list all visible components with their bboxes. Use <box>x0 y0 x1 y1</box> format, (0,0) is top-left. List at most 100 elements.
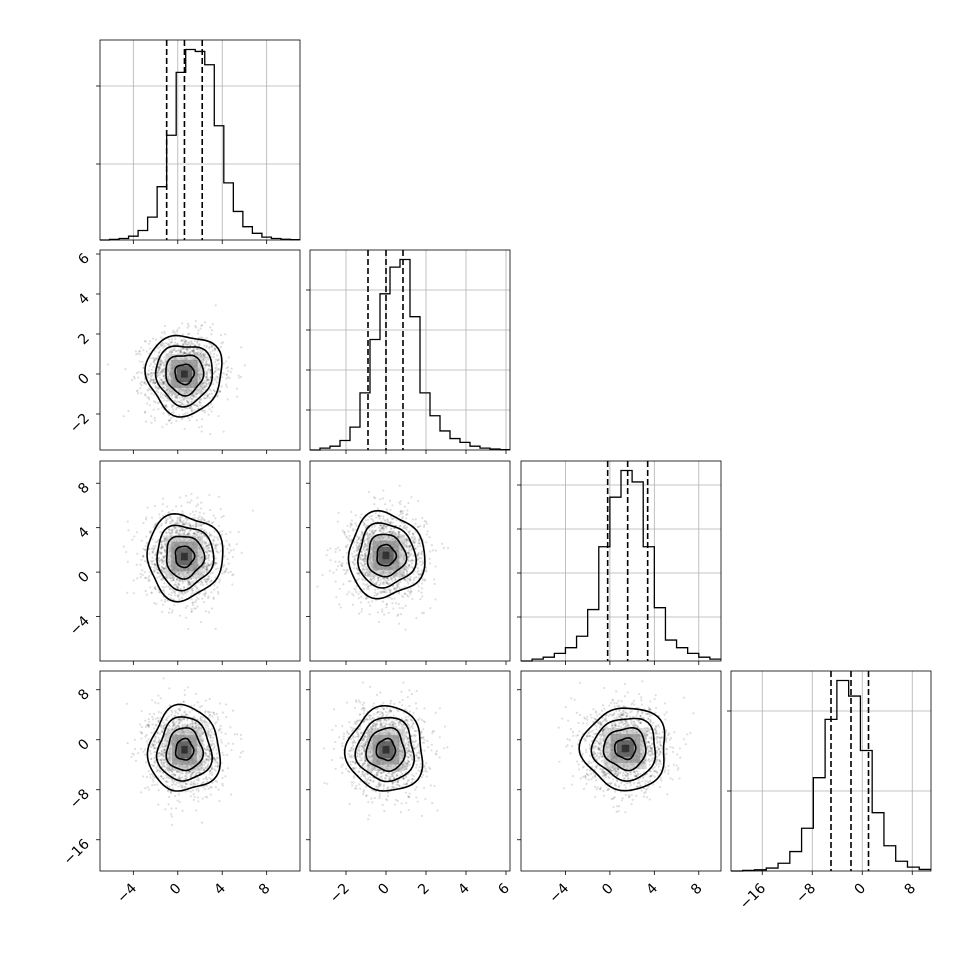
sample-point <box>168 531 172 535</box>
hist-panel-2 <box>306 249 511 454</box>
sample-point <box>359 601 363 604</box>
sample-point <box>180 396 184 399</box>
sample-point <box>160 578 163 581</box>
sample-point <box>187 532 191 535</box>
sample-point <box>353 558 356 561</box>
sample-point <box>359 541 362 545</box>
sample-point <box>185 590 188 594</box>
sample-point <box>372 531 375 534</box>
sample-point <box>143 571 146 574</box>
sample-point <box>203 601 206 604</box>
sample-point <box>208 392 211 396</box>
sample-point <box>204 361 208 364</box>
sample-point <box>152 381 155 384</box>
sample-point <box>180 339 184 342</box>
sample-point <box>405 517 408 520</box>
sample-point <box>336 546 340 549</box>
sample-point <box>168 527 171 531</box>
sample-point <box>149 357 152 360</box>
sample-point <box>165 519 168 522</box>
sample-point <box>228 376 231 380</box>
sample-point <box>403 592 407 596</box>
sample-point <box>189 512 192 515</box>
sample-point <box>221 572 224 575</box>
sample-point <box>151 560 154 563</box>
sample-point <box>181 523 184 526</box>
sample-point <box>162 380 165 383</box>
sample-point <box>208 533 212 536</box>
sample-point <box>179 532 182 535</box>
sample-point <box>378 529 381 532</box>
sample-point <box>154 457 156 459</box>
sample-point <box>150 421 153 424</box>
sample-point <box>205 372 209 375</box>
sample-point <box>196 332 199 335</box>
sample-point <box>394 524 398 527</box>
sample-point <box>410 496 413 499</box>
sample-point <box>141 573 144 577</box>
sample-point <box>206 395 209 398</box>
sample-point <box>425 541 428 544</box>
sample-point <box>201 404 204 408</box>
sample-point <box>188 398 191 401</box>
sample-point <box>382 527 385 530</box>
sample-point <box>421 516 424 520</box>
sample-point <box>154 357 157 360</box>
sample-point <box>186 343 189 347</box>
sample-point <box>338 603 341 606</box>
sample-point <box>381 531 384 535</box>
sample-point <box>226 557 229 561</box>
sample-point <box>216 550 219 553</box>
sample-point <box>152 547 155 550</box>
sample-point <box>184 396 187 399</box>
sample-point <box>169 522 172 525</box>
sample-point <box>367 585 370 589</box>
sample-point <box>145 593 148 596</box>
sample-point <box>355 579 359 582</box>
sample-point <box>338 549 341 552</box>
sample-point <box>407 589 410 592</box>
sample-point <box>215 366 218 369</box>
sample-point <box>197 530 200 534</box>
sample-point <box>383 590 386 594</box>
sample-point <box>163 581 166 585</box>
sample-point <box>206 363 209 366</box>
sample-point <box>348 540 352 543</box>
sample-point <box>181 322 184 325</box>
sample-point <box>201 597 204 600</box>
sample-point <box>388 499 392 502</box>
sample-point <box>189 406 192 410</box>
sample-point <box>206 544 209 547</box>
sample-point <box>147 373 150 376</box>
sample-point <box>408 544 412 547</box>
sample-point <box>163 548 166 551</box>
sample-point <box>359 554 362 557</box>
sample-point <box>140 380 143 383</box>
sample-point <box>171 394 174 397</box>
sample-point <box>326 549 329 552</box>
sample-point <box>417 538 421 542</box>
sample-point <box>202 386 206 389</box>
sample-point <box>205 356 209 359</box>
sample-point <box>162 559 165 562</box>
sample-point <box>194 524 198 528</box>
sample-point <box>142 349 145 352</box>
sample-point <box>406 509 409 512</box>
sample-point <box>162 568 166 571</box>
sample-point <box>181 528 185 531</box>
sample-point <box>405 570 408 573</box>
sample-point <box>182 351 186 354</box>
sample-point <box>223 571 226 574</box>
sample-point <box>159 360 162 363</box>
sample-point <box>361 557 364 561</box>
sample-point <box>163 377 166 380</box>
sample-point <box>225 385 229 389</box>
sample-point <box>160 578 163 581</box>
sample-point <box>412 554 415 557</box>
sample-point <box>177 400 180 403</box>
sample-point <box>218 389 222 393</box>
sample-point <box>195 522 198 525</box>
sample-point <box>188 524 191 527</box>
sample-point <box>207 364 211 367</box>
sample-point <box>170 531 173 535</box>
